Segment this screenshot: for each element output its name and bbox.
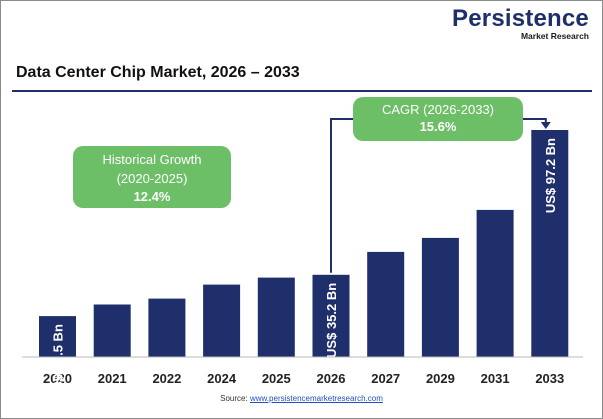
bar-2033 <box>531 130 569 357</box>
source-prefix: Source: <box>220 394 248 403</box>
title-underline <box>12 90 592 92</box>
x-tick-label: 2031 <box>481 371 510 386</box>
historical-growth-period: (2020-2025) <box>116 171 188 186</box>
logo-name: Persistence <box>452 5 589 32</box>
bar-2024 <box>203 284 241 357</box>
cagr-arrowhead <box>540 122 551 129</box>
bar-value-label: US$ 97.2 Bn <box>543 138 558 213</box>
x-tick-label: 2029 <box>426 371 455 386</box>
historical-growth-value: 12.4% <box>133 189 171 204</box>
bar-2022 <box>148 298 186 357</box>
historical-growth-label: Historical Growth <box>102 152 202 167</box>
cagr-callout: CAGR (2026-2033) 15.6% <box>353 97 523 141</box>
x-tick-label: 2033 <box>535 371 564 386</box>
bar-2029 <box>421 237 459 357</box>
bar-2020 <box>39 316 76 357</box>
x-tick-label: 2026 <box>317 371 346 386</box>
x-tick-label: 2022 <box>152 371 181 386</box>
bar-2027 <box>367 251 405 357</box>
bar-2021 <box>93 304 131 357</box>
x-tick-label: 2025 <box>262 371 291 386</box>
cagr-label: CAGR (2026-2033) <box>382 102 494 117</box>
cagr-value: 15.6% <box>419 119 457 134</box>
bar-2026 <box>312 274 350 357</box>
x-tick-label: 2024 <box>207 371 237 386</box>
chart-title: Data Center Chip Market, 2026 – 2033 <box>16 64 300 81</box>
historical-growth-callout: Historical Growth (2020-2025) 12.4% <box>73 146 231 208</box>
bar-2025 <box>257 277 295 357</box>
bar-2031 <box>476 209 514 357</box>
x-tick-label: 2027 <box>371 371 400 386</box>
source-link[interactable]: www.persistencemarketresearch.com <box>249 394 383 403</box>
bar-value-label: US$ 35.2 Bn <box>324 283 339 358</box>
x-tick-label: 2020 <box>43 371 72 386</box>
source-note: Source: www.persistencemarketresearch.co… <box>0 394 603 403</box>
x-tick-label: 2021 <box>98 371 127 386</box>
bar-value-label: US$ 17.5 Bn <box>51 324 66 399</box>
logo-tagline: Market Research <box>520 31 589 41</box>
brand-logo: Persistence Market Research <box>452 5 589 42</box>
